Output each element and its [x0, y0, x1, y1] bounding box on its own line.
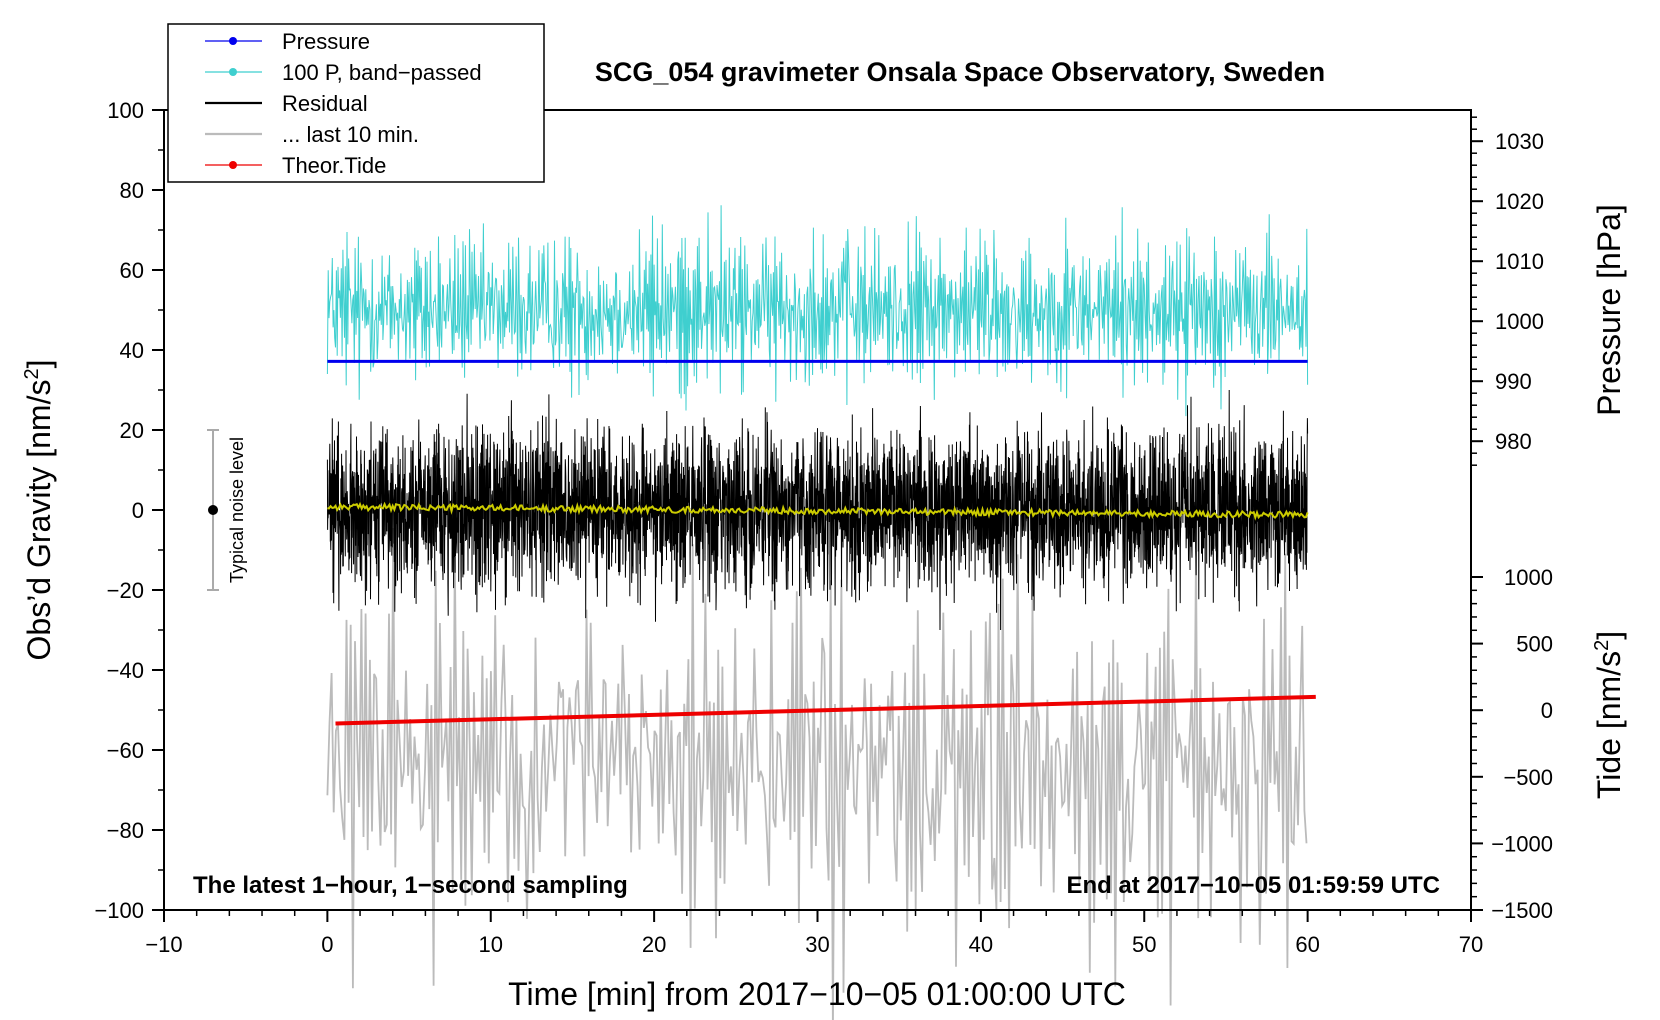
y-tick-label-pressure: 1030 — [1495, 129, 1544, 154]
legend-marker-0 — [229, 37, 237, 45]
x-tick-label: 10 — [479, 932, 503, 957]
y-tick-label-tide: −1000 — [1491, 831, 1553, 856]
y-tick-label-pressure: 1020 — [1495, 189, 1544, 214]
y-tick-label-tide: 0 — [1541, 698, 1553, 723]
y-tick-label-left: 60 — [120, 258, 144, 283]
series-last-10-min — [326, 527, 1308, 1020]
legend-label-4: Theor.Tide — [282, 153, 386, 178]
x-tick-label: 0 — [321, 932, 333, 957]
x-tick-label: 70 — [1459, 932, 1483, 957]
y-tick-label-left: 100 — [107, 98, 144, 123]
x-tick-label: 30 — [805, 932, 829, 957]
series-residual-smoothed — [327, 501, 1309, 521]
legend-label-3: ... last 10 min. — [282, 122, 419, 147]
legend-marker-1 — [229, 68, 237, 76]
y-tick-label-tide: 1000 — [1504, 565, 1553, 590]
chart-title: SCG_054 gravimeter Onsala Space Observat… — [595, 57, 1325, 87]
y-tick-label-left: −20 — [107, 578, 144, 603]
legend-label-0: Pressure — [282, 29, 370, 54]
noise-center-dot — [208, 505, 219, 515]
series-residual — [326, 389, 1309, 631]
x-tick-label: 60 — [1295, 932, 1319, 957]
y-tick-label-left: −100 — [94, 898, 144, 923]
legend-marker-4 — [229, 161, 237, 169]
y-tick-label-left: 80 — [120, 178, 144, 203]
x-tick-label: −10 — [145, 932, 182, 957]
x-tick-label: 40 — [969, 932, 993, 957]
y-axis-label-left: Obs’d Gravity [nm/s2] — [21, 360, 57, 661]
y-tick-label-pressure: 1000 — [1495, 309, 1544, 334]
y-tick-label-left: −40 — [107, 658, 144, 683]
series-layer — [326, 205, 1316, 1020]
y-tick-label-tide: −1500 — [1491, 898, 1553, 923]
y-tick-label-left: 0 — [132, 498, 144, 523]
y-tick-label-left: 20 — [120, 418, 144, 443]
y-tick-label-pressure: 990 — [1495, 369, 1532, 394]
y-axis-label-tide: Tide [nm/s2] — [1591, 631, 1627, 799]
y-tick-label-tide: 500 — [1516, 632, 1553, 657]
y-tick-label-pressure: 980 — [1495, 429, 1532, 454]
legend: Pressure 100 P, band−passed Residual ... la… — [167, 23, 545, 183]
legend-label-2: Residual — [282, 91, 368, 116]
series-theor-tide — [335, 694, 1316, 726]
x-axis-label: Time [min] from 2017−10−05 01:00:00 UTC — [508, 976, 1126, 1012]
x-tick-label: 50 — [1132, 932, 1156, 957]
x-tick-label: 20 — [642, 932, 666, 957]
series-pressure-bandpassed — [326, 205, 1309, 417]
y-tick-label-left: 40 — [120, 338, 144, 363]
legend-label-1: 100 P, band−passed — [282, 60, 482, 85]
y-axis-label-pressure: Pressure [hPa] — [1591, 204, 1627, 416]
y-tick-label-tide: −500 — [1503, 765, 1553, 790]
annotation-right: End at 2017−10−05 01:59:59 UTC — [1066, 872, 1440, 899]
axes-layer: −10 0 10 20 30 40 50 60 70100806040200−20−40−60−… — [94, 98, 1553, 957]
annotation-left: The latest 1−hour, 1−second sampling — [193, 872, 628, 899]
y-tick-label-left: −60 — [107, 738, 144, 763]
y-tick-label-left: −80 — [107, 818, 144, 843]
y-tick-label-pressure: 1010 — [1495, 249, 1544, 274]
noise-label: Typical noise level — [227, 437, 247, 583]
noise-indicator: Typical noise level — [207, 429, 247, 591]
